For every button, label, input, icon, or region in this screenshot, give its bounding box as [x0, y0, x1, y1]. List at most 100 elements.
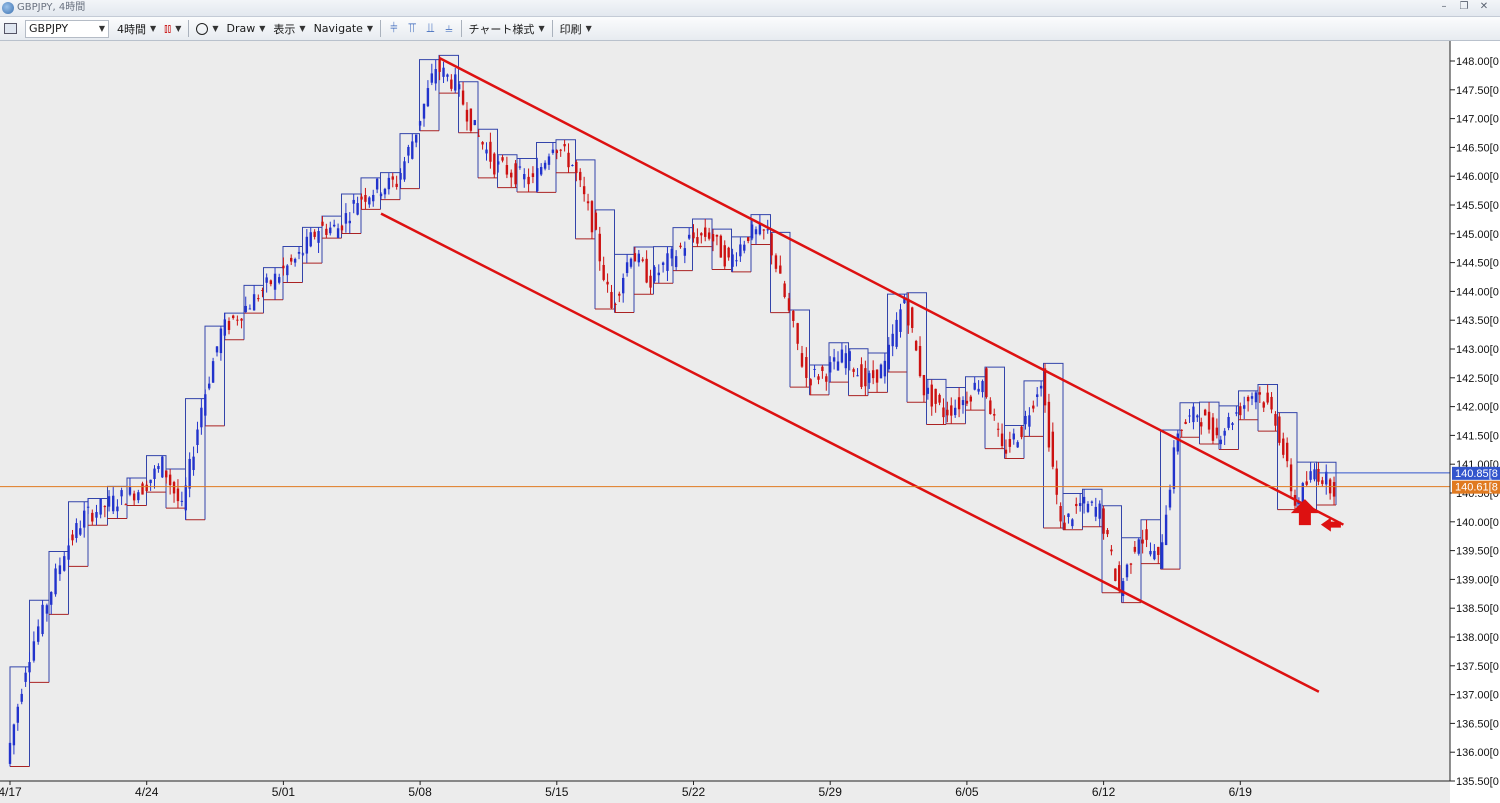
candle-body	[99, 498, 102, 515]
candle-body	[50, 592, 53, 605]
chart-menu-button[interactable]	[0, 18, 21, 39]
time-tick-label: 5/29	[819, 785, 843, 799]
price-chart[interactable]: 148.00[0 147.50[0 147.00[0 146.50[0 146.00[0…	[0, 41, 1500, 803]
candle-body	[231, 315, 235, 318]
candle-body	[293, 258, 297, 263]
candle-body	[340, 225, 344, 231]
vertical-line-tool-button[interactable]: ⫪	[403, 18, 421, 39]
candle-body	[536, 168, 539, 192]
price-tick-label: 147.00[0	[1456, 114, 1499, 126]
range-box-upper	[419, 59, 440, 131]
candle-body	[375, 178, 379, 190]
candle-body	[1149, 550, 1152, 555]
candle-body	[829, 362, 832, 373]
candle-body	[8, 742, 12, 764]
candle-body	[590, 201, 594, 233]
candle-body	[1106, 530, 1109, 535]
draw-menu[interactable]: Draw ▼	[223, 18, 270, 39]
candle-body	[547, 156, 551, 165]
candle-body	[141, 483, 144, 495]
candle-body	[372, 194, 375, 202]
candle-body	[137, 492, 140, 501]
candle-body	[856, 375, 859, 377]
candle-body	[700, 233, 703, 236]
annotation-arrow-up	[1290, 499, 1319, 526]
candle-body	[985, 368, 988, 398]
close-icon[interactable]: ✕	[1479, 1, 1489, 12]
candle-body	[879, 364, 883, 379]
candle-body	[219, 328, 223, 354]
trend-channel	[380, 57, 1344, 693]
shape-tool-selector[interactable]: ▼	[192, 18, 222, 39]
candle-body	[1059, 506, 1062, 522]
candle-body	[1239, 406, 1242, 416]
range-box-upper	[555, 139, 576, 173]
candle-body	[116, 506, 119, 512]
candle-body	[348, 220, 351, 224]
candle-body	[1270, 396, 1273, 410]
candle-body	[575, 161, 578, 174]
candle-body	[739, 244, 742, 257]
candle-body	[977, 388, 980, 392]
candle-body	[629, 258, 633, 267]
candle-body	[297, 251, 301, 254]
candle-body	[957, 397, 961, 410]
candle-body	[1211, 417, 1215, 441]
candle-body	[273, 273, 277, 290]
candle-body	[211, 361, 215, 383]
candle-body	[965, 400, 969, 404]
candle-body	[836, 361, 840, 371]
candle-body	[91, 512, 94, 522]
timeframe-selector[interactable]: 4時間 ▼	[113, 18, 160, 39]
candle-body	[679, 245, 682, 248]
price-tick-label: 140.00[0	[1456, 517, 1499, 529]
candle-body	[637, 253, 641, 263]
candle-body	[301, 253, 305, 255]
candle-body	[442, 67, 445, 77]
candle-body	[360, 196, 363, 200]
candle-body	[132, 493, 136, 501]
circle-icon	[196, 22, 209, 35]
candle-body	[774, 255, 778, 269]
candle-body	[1036, 394, 1039, 397]
candle-body	[723, 245, 726, 267]
ask-price-label: 140.85[8	[1455, 468, 1498, 480]
candle-body	[961, 400, 965, 406]
candle-body	[493, 153, 496, 175]
symbol-selector[interactable]: GBPJPY ▼	[21, 18, 113, 39]
bid-price-label: 140.61[8	[1455, 482, 1498, 494]
candle-body	[1075, 503, 1078, 507]
chevron-down-icon: ▼	[98, 24, 105, 33]
candle-body	[403, 161, 406, 180]
candle-body	[465, 109, 469, 122]
candle-body	[145, 484, 148, 491]
annotation-arrow-left	[1320, 517, 1341, 532]
candle-body	[559, 149, 562, 151]
price-tick-label: 135.50[0	[1456, 776, 1499, 788]
chart-area[interactable]: 148.00[0 147.50[0 147.00[0 146.50[0 146.00[0…	[0, 41, 1500, 803]
display-menu[interactable]: 表示 ▼	[269, 18, 309, 39]
candle-body	[523, 174, 526, 180]
candle-body	[124, 504, 127, 506]
vertical-line-icon: ⫪	[408, 21, 416, 36]
horizontal-line-tool-button[interactable]: ⫫	[421, 18, 439, 39]
candle-body	[1215, 427, 1219, 436]
print-menu[interactable]: 印刷 ▼	[556, 18, 596, 39]
candle-body	[364, 195, 367, 202]
navigate-menu[interactable]: Navigate ▼	[310, 18, 378, 39]
price-tick-label: 143.00[0	[1456, 344, 1499, 356]
candle-body	[1008, 439, 1012, 447]
candle-body	[1039, 385, 1043, 389]
trendline-tool-button[interactable]: ⫨	[439, 18, 457, 39]
candle-body	[1313, 469, 1316, 480]
range-box-upper	[9, 666, 30, 767]
crosshair-tool-button[interactable]: ⫩	[384, 18, 402, 39]
candle-body	[996, 428, 1000, 430]
chart-type-selector[interactable]: ⫾⫾ ▼	[160, 18, 185, 39]
restore-icon[interactable]: ❐	[1459, 1, 1469, 12]
minimize-icon[interactable]: –	[1441, 1, 1447, 12]
plot-background	[0, 41, 1450, 781]
candle-body	[257, 298, 260, 300]
chart-style-menu[interactable]: チャート様式 ▼	[465, 18, 549, 39]
candle-body	[368, 197, 371, 205]
